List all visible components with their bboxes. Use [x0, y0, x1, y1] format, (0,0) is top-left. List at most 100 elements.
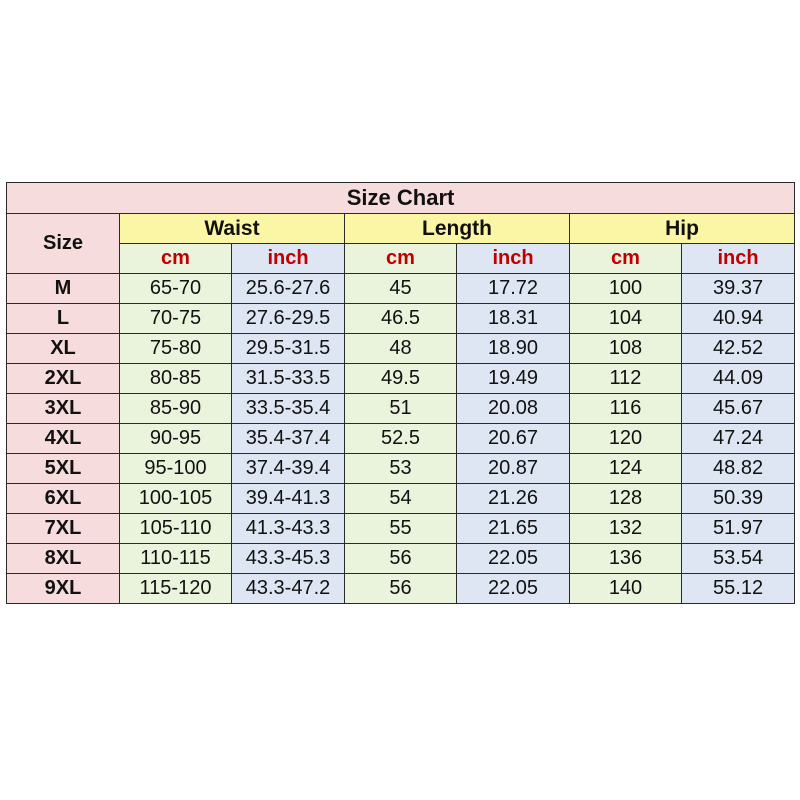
waist-inch-cell: 35.4-37.4 [231, 423, 345, 454]
waist-cm-cell: 90-95 [119, 423, 232, 454]
length-cm-cell: 53 [344, 453, 457, 484]
hip-cm-cell: 120 [569, 423, 682, 454]
waist-cm-cell: 70-75 [119, 303, 232, 334]
hip-cm-cell: 100 [569, 273, 682, 304]
waist-cm-cell: 100-105 [119, 483, 232, 514]
length-cm-cell: 48 [344, 333, 457, 364]
waist-cm-cell: 110-115 [119, 543, 232, 574]
hip-inch-cell: 53.54 [680, 543, 796, 574]
hip-inch-cell: 39.37 [680, 273, 796, 304]
hip-cm-cell: 136 [569, 543, 682, 574]
table-row: M 65-70 25.6-27.6 45 17.72 100 39.37 [6, 273, 796, 304]
waist-inch-cell: 39.4-41.3 [231, 483, 345, 514]
length-cm-cell: 56 [344, 573, 457, 604]
chart-title: Size Chart [5, 182, 796, 214]
length-cm-cell: 46.5 [344, 303, 457, 334]
length-inch-cell: 18.90 [456, 333, 570, 364]
waist-inch-cell: 37.4-39.4 [231, 453, 345, 484]
size-label-cell: 6XL [6, 483, 120, 514]
length-cm-cell: 55 [344, 513, 457, 544]
length-inch-cell: 20.67 [456, 423, 570, 454]
size-chart-body: M 65-70 25.6-27.6 45 17.72 100 39.37 L 70-75 27.6… [6, 273, 796, 604]
waist-inch-cell: 43.3-47.2 [231, 573, 345, 604]
hip-inch-cell: 51.97 [680, 513, 796, 544]
length-inch-cell: 21.65 [456, 513, 570, 544]
waist-cm-cell: 85-90 [119, 393, 232, 424]
table-row: 5XL 95-100 37.4-39.4 53 20.87 124 48.82 [6, 453, 796, 484]
table-row: 9XL 115-120 43.3-47.2 56 22.05 140 55.12 [6, 573, 796, 604]
length-inch-cell: 22.05 [456, 573, 570, 604]
length-cm-cell: 45 [344, 273, 457, 304]
hip-cm-cell: 116 [569, 393, 682, 424]
size-label-cell: 9XL [6, 573, 120, 604]
waist-inch-cell: 41.3-43.3 [231, 513, 345, 544]
hip-cm-cell: 112 [569, 363, 682, 394]
length-inch-cell: 19.49 [456, 363, 570, 394]
hip-inch-cell: 48.82 [680, 453, 796, 484]
table-row: 6XL 100-105 39.4-41.3 54 21.26 128 50.39 [6, 483, 796, 514]
hip-inch-cell: 50.39 [680, 483, 796, 514]
table-row: XL 75-80 29.5-31.5 48 18.90 108 42.52 [6, 333, 796, 364]
hip-cm-cell: 128 [569, 483, 682, 514]
waist-cm-cell: 65-70 [119, 273, 232, 304]
hip-cm-cell: 132 [569, 513, 682, 544]
size-label-cell: XL [6, 333, 120, 364]
length-cm-cell: 54 [344, 483, 457, 514]
waist-cm-cell: 95-100 [119, 453, 232, 484]
waist-cm-cell: 80-85 [119, 363, 232, 394]
length-cm-cell: 49.5 [344, 363, 457, 394]
length-inch-cell: 17.72 [456, 273, 570, 304]
group-header-hip: Hip [568, 213, 796, 244]
unit-header-hip-cm: cm [569, 243, 682, 274]
size-label-cell: 5XL [6, 453, 120, 484]
length-inch-cell: 20.08 [456, 393, 570, 424]
hip-cm-cell: 140 [569, 573, 682, 604]
waist-cm-cell: 105-110 [119, 513, 232, 544]
hip-inch-cell: 44.09 [680, 363, 796, 394]
length-inch-cell: 20.87 [456, 453, 570, 484]
hip-inch-cell: 40.94 [680, 303, 796, 334]
group-header-length: Length [344, 213, 570, 244]
size-label-cell: M [6, 273, 120, 304]
length-cm-cell: 51 [344, 393, 457, 424]
table-row: 8XL 110-115 43.3-45.3 56 22.05 136 53.54 [6, 543, 796, 574]
length-inch-cell: 21.26 [456, 483, 570, 514]
size-label-cell: 3XL [6, 393, 120, 424]
table-row: L 70-75 27.6-29.5 46.5 18.31 104 40.94 [6, 303, 796, 334]
length-cm-cell: 52.5 [344, 423, 457, 454]
unit-header-length-cm: cm [344, 243, 457, 274]
length-inch-cell: 18.31 [456, 303, 570, 334]
size-label-cell: 7XL [6, 513, 120, 544]
waist-inch-cell: 33.5-35.4 [231, 393, 345, 424]
size-column-header: Size [6, 213, 120, 274]
table-row: 4XL 90-95 35.4-37.4 52.5 20.67 120 47.24 [6, 423, 796, 454]
length-cm-cell: 56 [344, 543, 457, 574]
hip-cm-cell: 108 [569, 333, 682, 364]
size-chart-container: Size Chart Size Waist Length Hip cm inch… [5, 182, 796, 604]
size-label-cell: 4XL [6, 423, 120, 454]
unit-header-waist-inch: inch [231, 243, 345, 274]
waist-inch-cell: 29.5-31.5 [231, 333, 345, 364]
waist-inch-cell: 31.5-33.5 [231, 363, 345, 394]
waist-inch-cell: 27.6-29.5 [231, 303, 345, 334]
waist-inch-cell: 43.3-45.3 [231, 543, 345, 574]
hip-inch-cell: 47.24 [680, 423, 796, 454]
size-chart-table: Size Chart Size Waist Length Hip cm inch… [5, 182, 796, 604]
waist-inch-cell: 25.6-27.6 [231, 273, 345, 304]
hip-cm-cell: 104 [569, 303, 682, 334]
hip-inch-cell: 45.67 [680, 393, 796, 424]
unit-header-hip-inch: inch [680, 243, 796, 274]
hip-inch-cell: 55.12 [680, 573, 796, 604]
unit-header-length-inch: inch [456, 243, 570, 274]
waist-cm-cell: 115-120 [119, 573, 232, 604]
table-row: 2XL 80-85 31.5-33.5 49.5 19.49 112 44.09 [6, 363, 796, 394]
table-row: 7XL 105-110 41.3-43.3 55 21.65 132 51.97 [6, 513, 796, 544]
size-label-cell: 8XL [6, 543, 120, 574]
length-inch-cell: 22.05 [456, 543, 570, 574]
group-header-waist: Waist [119, 213, 345, 244]
waist-cm-cell: 75-80 [119, 333, 232, 364]
size-label-cell: 2XL [6, 363, 120, 394]
size-label-cell: L [6, 303, 120, 334]
hip-inch-cell: 42.52 [680, 333, 796, 364]
table-row: 3XL 85-90 33.5-35.4 51 20.08 116 45.67 [6, 393, 796, 424]
